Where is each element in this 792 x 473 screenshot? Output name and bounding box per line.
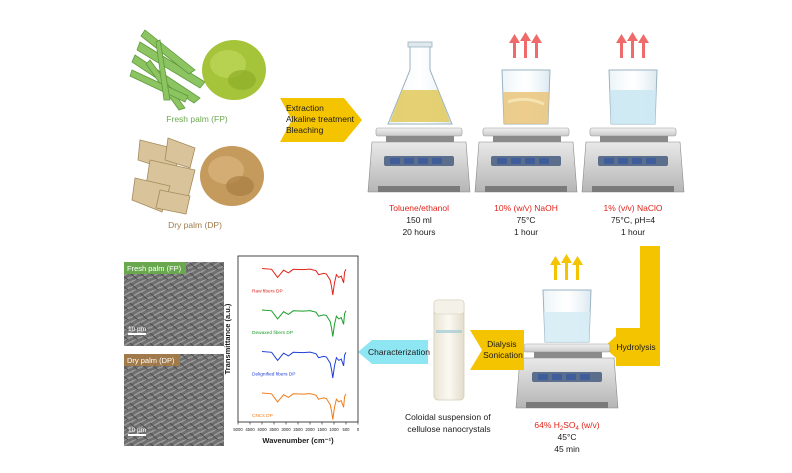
ftir-x-tick-label: 0 <box>357 427 360 432</box>
station3-line3: 1 hour <box>621 227 645 237</box>
sem-image-fresh: Fresh palm (FP) 10 µm <box>124 262 224 346</box>
dry-palm-powder-image <box>200 146 264 206</box>
svg-text:Dialysis Sonication: Dialysis Sonication <box>483 339 523 360</box>
sem-dry-tag: Dry palm (DP) <box>127 356 175 365</box>
hotplate-station-2 <box>474 32 578 193</box>
sem-fresh-scale: 10 µm <box>128 326 146 333</box>
hotplate-station-1 <box>367 41 471 193</box>
hydrolysis-label: Hydrolysis <box>616 342 655 352</box>
characterization-label: Characterization <box>368 347 430 357</box>
heat-arrows-icon <box>509 32 542 58</box>
ftir-series-line-3 <box>261 351 347 379</box>
ftir-series-label-2: Dewaxed fibers DP <box>252 330 293 336</box>
ftir-x-tick-label: 1000 <box>329 427 339 432</box>
station3-reagent: 1% (v/v) NaClO <box>603 203 662 213</box>
ftir-x-tick-label: 1500 <box>317 427 327 432</box>
sem-fresh-tag: Fresh palm (FP) <box>127 264 182 273</box>
hotplate-station-3 <box>581 32 685 193</box>
station4-reagent: 64% H2SO4 (w/v) <box>534 420 599 432</box>
dialysis-line-1: Dialysis <box>487 339 516 349</box>
ftir-series-label-3: Delignified fibers DP <box>252 371 295 377</box>
ftir-x-tick-label: 4500 <box>245 427 255 432</box>
ftir-x-tick-label: 3000 <box>281 427 291 432</box>
ftir-x-axis-label: Wavenumber (cm⁻¹) <box>262 436 334 445</box>
hotplate-station-4 <box>515 254 619 409</box>
sem-image-dry: Dry palm (DP) 10 µm <box>124 354 224 446</box>
extraction-arrow: Extraction Alkaline treatment Bleaching <box>280 98 362 142</box>
station2-line2: 75°C <box>517 215 536 225</box>
station2-line3: 1 hour <box>514 227 538 237</box>
ftir-series-label-4: CNCs DP <box>252 413 273 419</box>
dry-palm-label: Dry palm (DP) <box>168 220 222 230</box>
station1-line3: 20 hours <box>402 227 435 237</box>
ftir-series-line-2 <box>261 309 347 337</box>
fresh-palm-leaves-image <box>129 29 206 111</box>
ftir-series-line-4 <box>261 392 347 420</box>
ftir-x-tick-label: 500 <box>343 427 351 432</box>
sem-dry-scale: 10 µm <box>128 427 146 434</box>
ftir-x-tick-label: 4000 <box>257 427 267 432</box>
ftir-y-axis-label: Transmittance (a.u.) <box>223 303 232 374</box>
product-line-1: Coloidal suspension of <box>405 412 491 422</box>
station3-line2: 75°C, pH=4 <box>611 215 656 225</box>
ftir-x-tick-label: 3500 <box>269 427 279 432</box>
ftir-x-tick-label: 5000 <box>233 427 243 432</box>
station2-reagent: 10% (w/v) NaOH <box>494 203 558 213</box>
ftir-series-label-1: Raw fibers DP <box>252 288 283 294</box>
fresh-palm-label: Fresh palm (FP) <box>166 114 228 124</box>
ftir-chart: Transmittance (a.u.) Wavenumber (cm⁻¹) 5… <box>223 255 360 445</box>
beaker-icon <box>608 69 658 125</box>
cnc-suspension-vial-image <box>433 299 465 401</box>
station1-line2: 150 ml <box>406 215 432 225</box>
ftir-x-tick-label: 2000 <box>305 427 315 432</box>
station4-line3: 45 min <box>554 444 580 454</box>
svg-text:Coloidal suspension of cel: Coloidal suspension of cellulose nanocry… <box>405 412 493 434</box>
fresh-palm-powder-image <box>202 40 266 100</box>
step1-line-3: Bleaching <box>286 125 324 135</box>
dry-palm-leaves-image <box>131 137 196 215</box>
beaker-icon <box>501 69 551 125</box>
svg-text:Extraction Alkaline trea: Extraction Alkaline treatment Bleaching <box>286 103 356 135</box>
ftir-series-line-1 <box>261 268 347 296</box>
step1-line-2: Alkaline treatment <box>286 114 355 124</box>
erlenmeyer-flask-icon <box>387 41 453 125</box>
beaker-icon <box>542 289 592 343</box>
product-line-2: cellulose nanocrystals <box>407 424 490 434</box>
heat-arrows-icon <box>616 32 649 58</box>
station4-line2: 45°C <box>558 432 577 442</box>
dialysis-arrow: Dialysis Sonication <box>470 330 524 370</box>
ftir-x-tick-label: 2500 <box>293 427 303 432</box>
characterization-arrow: Characterization <box>358 340 430 364</box>
heat-arrows-icon <box>550 254 583 280</box>
ftir-plot-frame <box>237 255 359 423</box>
step1-line-1: Extraction <box>286 103 324 113</box>
dialysis-line-2: Sonication <box>483 350 523 360</box>
station1-reagent: Toluene/ethanol <box>389 203 449 213</box>
hydrolysis-arrow: Hydrolysis <box>604 246 660 366</box>
